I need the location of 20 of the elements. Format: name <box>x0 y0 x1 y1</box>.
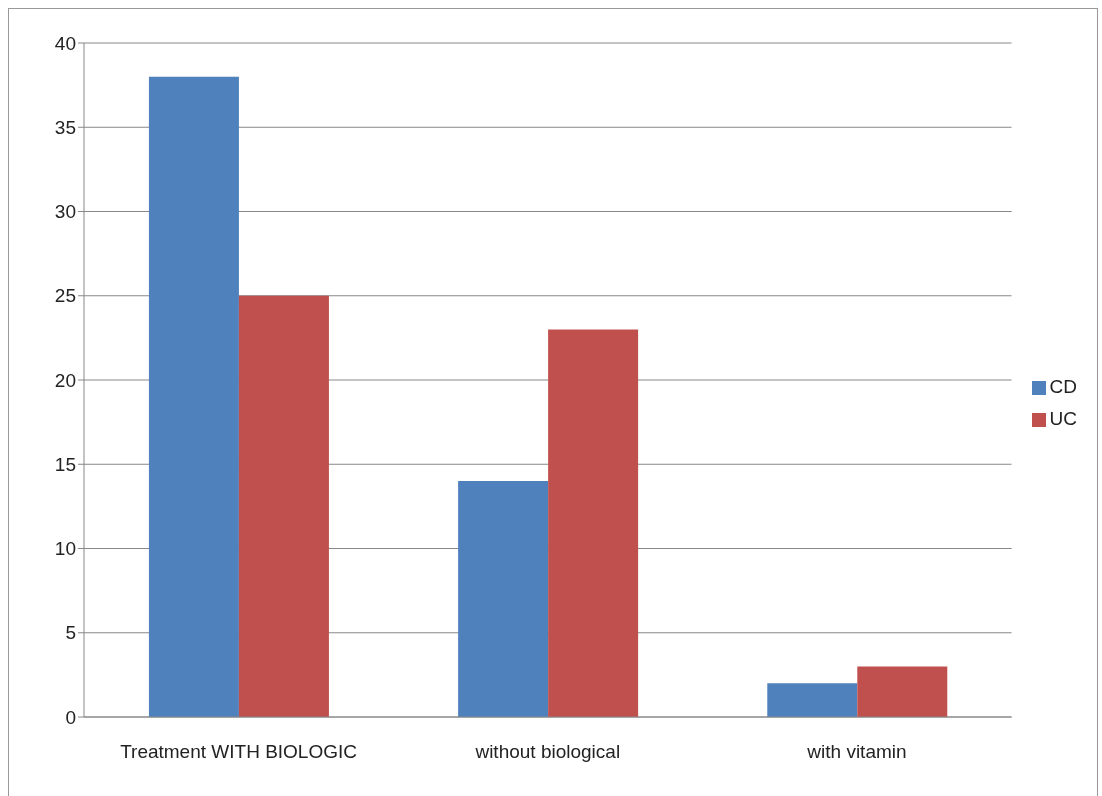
legend-label: UC <box>1049 408 1077 429</box>
y-tick-label: 0 <box>65 706 76 728</box>
bar <box>857 666 948 717</box>
y-tick-label: 30 <box>54 201 76 223</box>
y-tick-label: 15 <box>54 453 76 475</box>
bar <box>548 329 639 717</box>
y-tick-label: 10 <box>54 538 76 560</box>
y-tick-label: 20 <box>54 369 76 391</box>
y-tick-label: 40 <box>54 32 76 54</box>
bar <box>148 76 239 717</box>
y-tick-label: 35 <box>54 117 76 138</box>
x-tick-label: without biological <box>474 741 621 763</box>
x-tick-label: with vitamin <box>806 741 907 763</box>
x-tick-label: Treatment WITH BIOLOGIC <box>120 741 358 763</box>
bar <box>458 481 549 717</box>
bar <box>238 295 329 717</box>
bar <box>767 683 858 717</box>
legend-label: CD <box>1049 376 1077 397</box>
y-tick-label: 25 <box>54 285 76 307</box>
y-tick-label: 5 <box>65 622 76 644</box>
